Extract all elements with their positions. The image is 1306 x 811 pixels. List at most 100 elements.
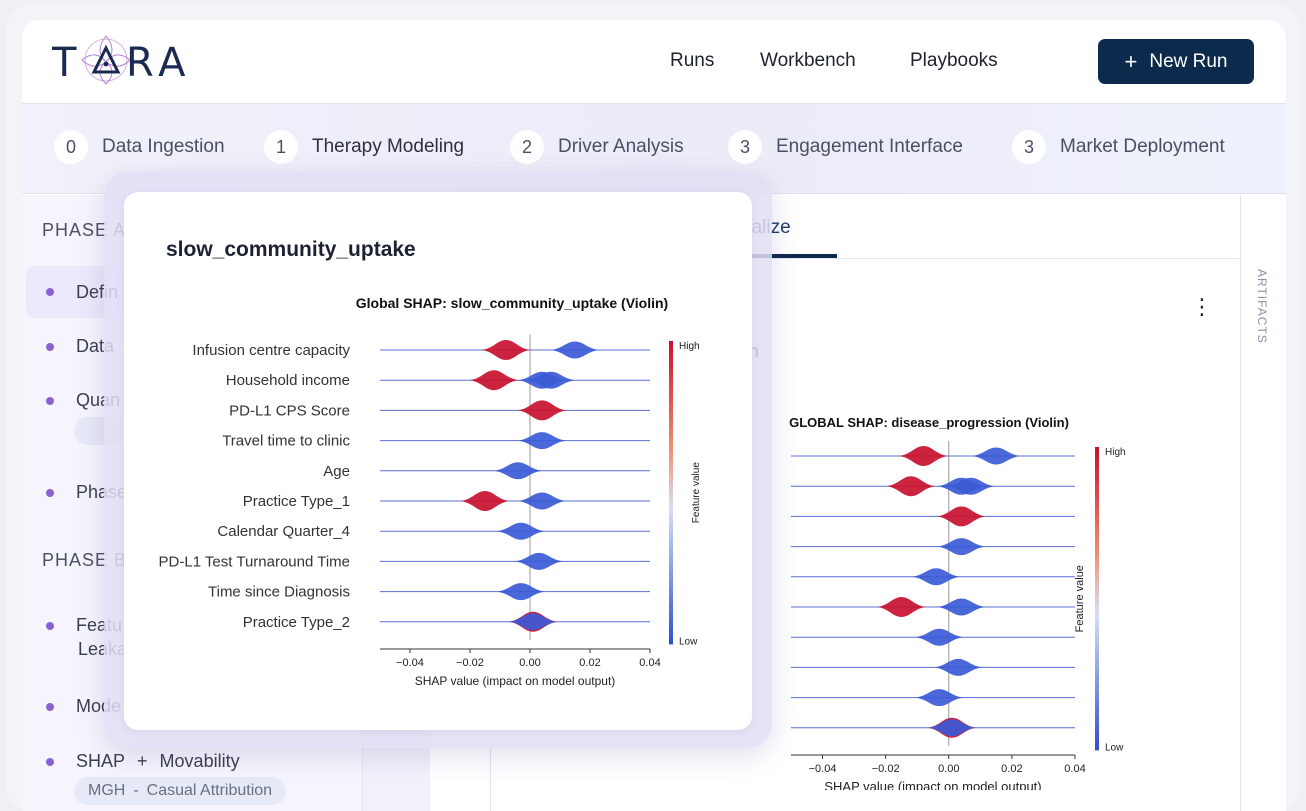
x-tick-label: −0.02 [456,657,484,669]
colorbar [669,340,673,645]
violin-low [497,522,545,540]
x-tick-label: −0.04 [396,657,424,669]
violin-high [937,506,986,527]
violin-low [494,462,542,480]
status-dot [46,757,54,766]
feature-row: PD-L1 Test Turnaround Time [159,552,650,570]
violin-low [915,689,964,707]
logo-ra: RA [126,40,192,86]
feature-label: Household income [226,372,350,389]
step-number: 3 [728,130,762,164]
violin-high [518,400,566,421]
violin-high [470,370,518,391]
colorbar-low-label: Low [1105,742,1124,753]
sidebar-item-shap-movability[interactable]: SHAP + Movability [46,751,240,772]
logo-dot [103,61,109,67]
feature-label: Practice Type_2 [243,614,350,631]
violin-low [509,613,557,631]
colorbar-low-label: Low [679,636,698,647]
shap-card[interactable]: slow_community_uptake Global SHAP: slow_… [124,192,752,730]
x-tick-label: 0.04 [1064,763,1085,775]
feature-label: Time since Diagnosis [208,584,350,601]
violin-high [886,476,935,497]
lotus-icon [81,35,131,85]
x-axis-label: SHAP value (impact on model output) [415,674,616,688]
violin-low [915,628,964,646]
feature-row [791,597,1075,617]
nav-workbench[interactable]: Workbench [760,50,856,71]
violin-low [946,477,995,495]
feature-row [791,568,1075,586]
status-dot [46,488,54,497]
tara-logo[interactable]: T RA [52,32,212,92]
feature-row: Infusion centre capacity [192,340,650,360]
artifacts-panel[interactable]: ARTIFACTS [1240,195,1286,811]
feature-row: Practice Type_2 [243,611,650,632]
feature-row [791,658,1075,676]
feature-row: Time since Diagnosis [208,583,650,601]
feature-row: Calendar Quarter_4 [217,522,650,540]
feature-row [791,506,1075,527]
colorbar-high-label: High [679,341,700,352]
step-number: 3 [1012,130,1046,164]
active-tab-indicator [723,254,837,258]
new-run-label: New Run [1149,50,1228,72]
shap-label: SHAP [76,751,126,771]
pill-left: MGH [88,782,126,799]
pill-dash: - [133,782,139,799]
violin-low [937,538,986,556]
status-dot [46,342,54,351]
step-label: Engagement Interface [776,136,963,157]
step-label: Therapy Modeling [312,136,465,157]
feature-row: PD-L1 CPS Score [229,400,650,421]
step-data-ingestion[interactable]: 0 Data Ingestion [54,130,225,164]
logo-t: T [52,40,82,86]
artifacts-label: ARTIFACTS [1255,269,1269,344]
attribution-pill: MGH - Casual Attribution [74,777,287,805]
feature-label: Travel time to clinic [222,433,350,450]
step-driver-analysis[interactable]: 2 Driver Analysis [510,130,684,164]
violin-low [937,598,986,616]
plus-icon: + [1124,48,1138,74]
new-run-button[interactable]: + New Run [1098,39,1254,84]
feature-row [791,628,1075,646]
colorbar-title: Feature value [691,462,702,524]
step-market-deployment[interactable]: 3 Market Deployment [1012,130,1225,164]
logo-triangle [91,44,121,74]
feature-row [791,476,1075,497]
feature-label: Calendar Quarter_4 [217,523,350,540]
disease-progression-chart: GLOBAL SHAP: disease_progression (Violin… [789,415,1126,790]
feature-row: Household income [226,370,650,391]
step-engagement-interface[interactable]: 3 Engagement Interface [728,130,963,164]
violin-low [518,492,566,510]
status-dot [46,396,54,405]
step-number: 0 [54,130,88,164]
chart-title: GLOBAL SHAP: disease_progression (Violin… [789,415,1069,430]
x-tick-label: 0.00 [519,657,540,669]
nav-runs[interactable]: Runs [670,50,715,71]
x-tick-label: 0.02 [1001,763,1022,775]
feature-label: Practice Type_1 [243,493,350,510]
feature-row [791,689,1075,707]
x-tick-label: 0.02 [579,657,600,669]
x-tick-label: 0.00 [938,763,959,775]
slow-community-uptake-chart: Global SHAP: slow_community_uptake (Viol… [159,295,702,688]
top-header: T RA Runs Workbench Playbooks + New Run [22,20,1286,104]
status-dot [46,621,54,630]
violin-low [551,341,599,359]
more-vertical-icon[interactable]: ⋮ [1191,294,1213,319]
violin-low [497,583,545,601]
colorbar [1095,446,1099,751]
colorbar-high-label: High [1105,447,1126,458]
step-therapy-modeling[interactable]: 1 Therapy Modeling [264,130,464,164]
violin-high [877,597,926,617]
feature-row: Practice Type_1 [243,491,650,511]
step-number: 1 [264,130,298,164]
nav-playbooks[interactable]: Playbooks [910,50,998,71]
violin-high [482,340,530,360]
step-label: Market Deployment [1060,136,1225,157]
card-title: slow_community_uptake [166,238,416,261]
feature-row [791,538,1075,556]
pill-right: Casual Attribution [146,782,273,799]
violin-low [515,552,563,570]
